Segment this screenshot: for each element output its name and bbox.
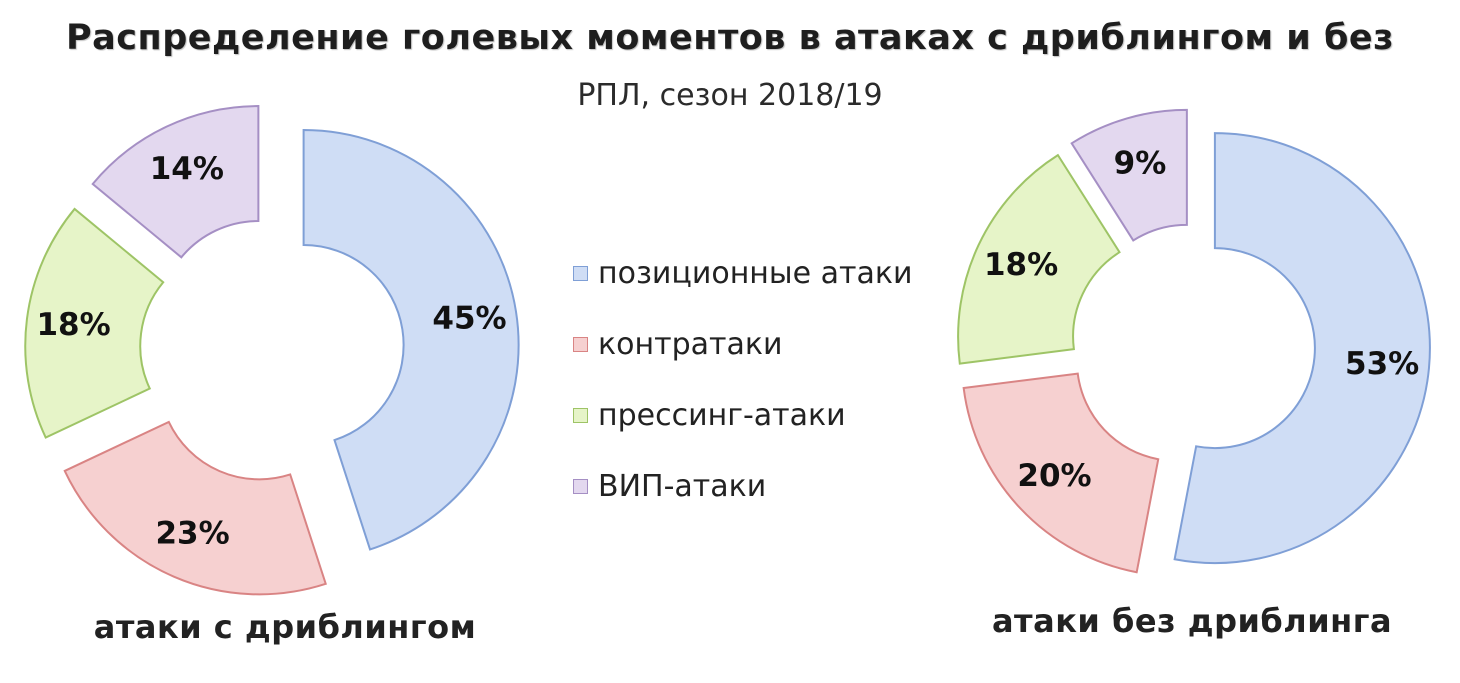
legend-swatch-positional <box>573 266 588 281</box>
slice-positional <box>302 128 520 551</box>
donut-caption-no-dribbling: атаки без дриблинга <box>991 602 1393 640</box>
legend-item-vip: ВИП-атаки <box>573 451 912 522</box>
slice-counter <box>63 420 327 596</box>
slice-pressing <box>24 207 165 439</box>
legend-swatch-pressing <box>573 408 588 423</box>
legend-item-positional: позиционные атаки <box>573 238 912 309</box>
slice-label-vip: 9% <box>1114 146 1167 182</box>
slice-vip <box>1070 108 1188 242</box>
slice-counter <box>962 372 1160 574</box>
legend: позиционные атаки контратаки прессинг-ат… <box>573 238 912 522</box>
chart-subtitle: РПЛ, сезон 2018/19 <box>577 78 883 113</box>
slice-label-vip: 14% <box>150 151 224 187</box>
legend-swatch-vip <box>573 479 588 494</box>
legend-label-counter: контратаки <box>598 327 783 362</box>
slice-label-positional: 45% <box>432 301 506 337</box>
slice-vip <box>91 105 260 259</box>
legend-label-vip: ВИП-атаки <box>598 469 767 504</box>
slice-positional <box>1173 132 1431 565</box>
slice-pressing <box>957 153 1121 365</box>
donut-0: 45% 23% 18% 14% <box>24 105 520 596</box>
legend-label-positional: позиционные атаки <box>598 256 913 291</box>
slice-label-counter: 23% <box>155 516 229 552</box>
slice-label-pressing: 18% <box>36 307 110 343</box>
chart-title: Распределение голевых моментов в атаках … <box>66 18 1394 58</box>
slice-label-pressing: 18% <box>984 247 1058 283</box>
slice-label-positional: 53% <box>1345 346 1419 382</box>
legend-swatch-counter <box>573 337 588 352</box>
legend-item-counter: контратаки <box>573 309 912 380</box>
legend-label-pressing: прессинг-атаки <box>598 398 846 433</box>
slice-label-counter: 20% <box>1017 458 1091 494</box>
donut-caption-dribbling: атаки с дриблингом <box>93 608 477 646</box>
donut-1: 53% 20% 18% 9% <box>957 108 1431 574</box>
legend-item-pressing: прессинг-атаки <box>573 380 912 451</box>
